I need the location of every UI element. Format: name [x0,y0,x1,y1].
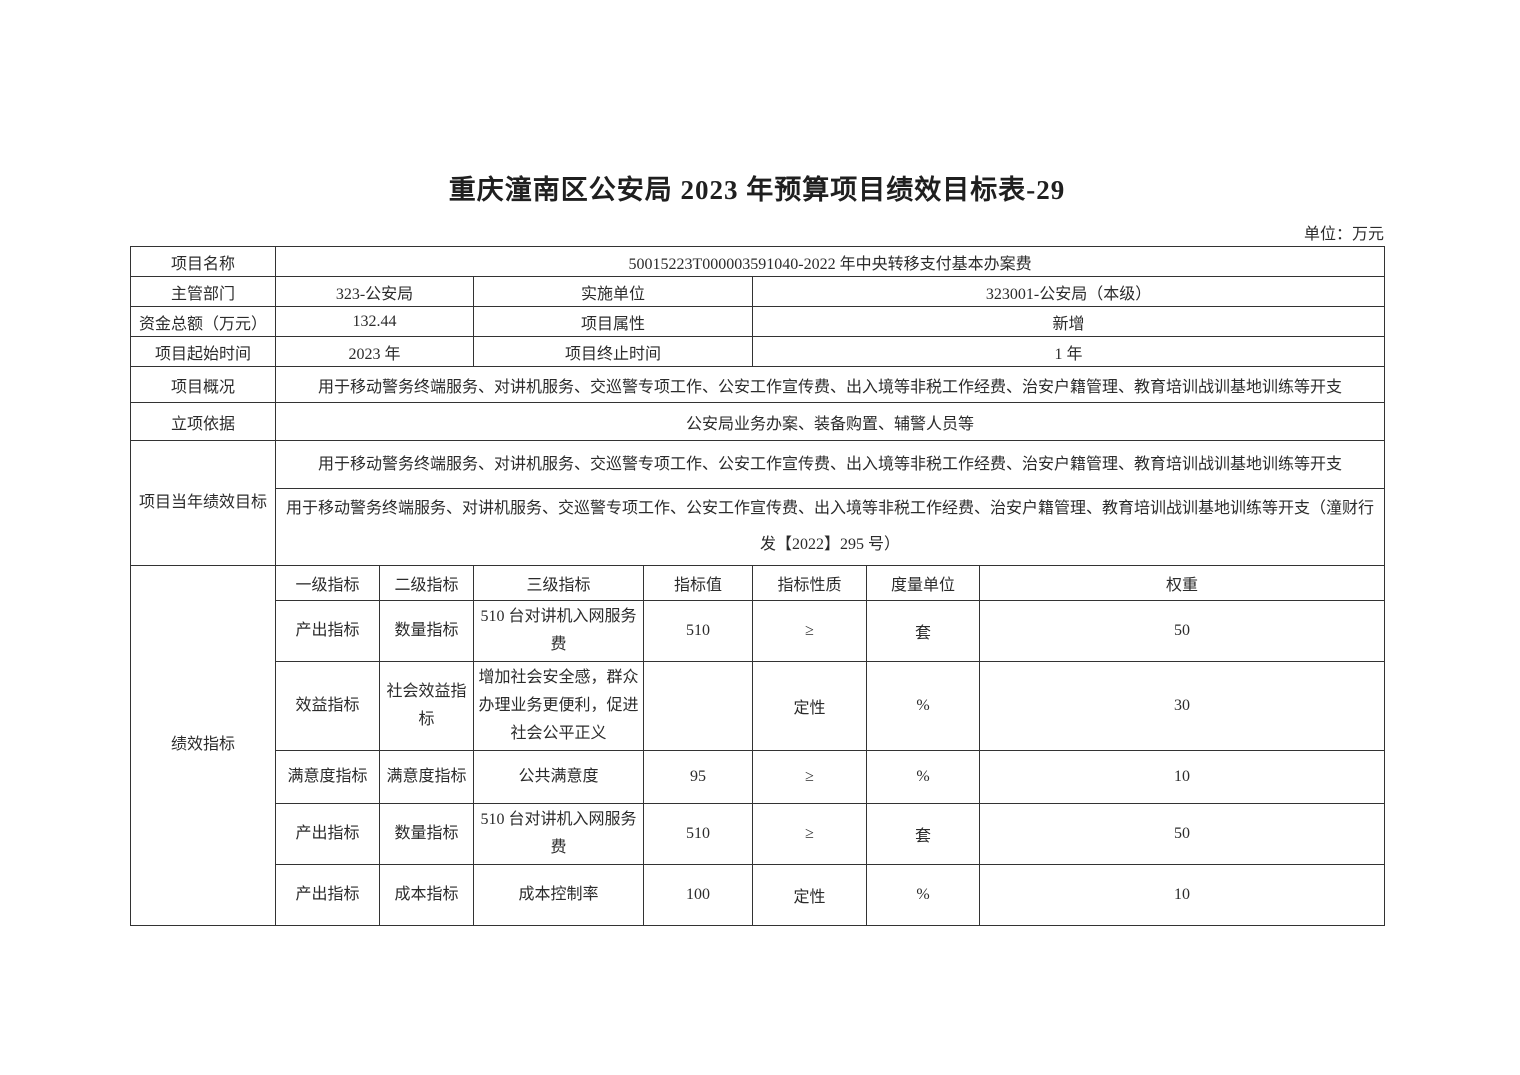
table-row: 项目当年绩效目标 用于移动警务终端服务、对讲机服务、交巡警专项工作、公安工作宣传… [130,440,1386,566]
indicator-weight: 10 [978,864,1386,926]
indicator-level1: 产出指标 [275,600,380,662]
indicators-section-label: 绩效指标 [130,565,276,926]
unit-note: 单位：万元 [1303,226,1384,243]
attribute-value: 新增 [751,306,1386,337]
indicator-unit: 套 [866,600,980,662]
dept-value: 323-公安局 [275,276,474,307]
indicator-unit: 套 [866,803,980,865]
table-row: 项目名称 50015223T000003591040-2022 年中央转移支付基… [130,246,1386,277]
overview-label: 项目概况 [130,366,276,403]
indicator-weight: 50 [978,600,1386,662]
impl-unit-label: 实施单位 [473,276,753,307]
page-title: 重庆潼南区公安局 2023 年预算项目绩效目标表-29 [448,175,1066,205]
header-level3: 三级指标 [473,565,644,601]
indicator-level1: 满意度指标 [275,750,380,804]
indicator-nature: ≥ [752,600,867,662]
indicator-weight: 10 [978,750,1386,804]
indicator-value [643,661,753,751]
end-time-label: 项目终止时间 [473,336,753,367]
annual-goal-row1: 用于移动警务终端服务、对讲机服务、交巡警专项工作、公安工作宣传费、出入境等非税工… [274,440,1386,489]
indicator-level2: 数量指标 [379,803,474,865]
indicator-weight: 30 [978,661,1386,751]
indicator-level2: 满意度指标 [379,750,474,804]
indicator-level3: 成本控制率 [473,864,644,926]
annual-goal-row2: 用于移动警务终端服务、对讲机服务、交巡警专项工作、公安工作宣传费、出入境等非税工… [274,488,1386,566]
indicator-header-row: 绩效指标 一级指标 二级指标 三级指标 指标值 指标性质 度量单位 权重 [130,565,1386,926]
indicator-level2: 社会效益指标 [379,661,474,751]
header-weight: 权重 [978,565,1386,601]
indicator-level2: 成本指标 [379,864,474,926]
indicator-level1: 产出指标 [275,803,380,865]
table-row: 立项依据 公安局业务办案、装备购置、辅警人员等 [130,402,1386,441]
amount-value: 132.44 [275,306,474,337]
basis-label: 立项依据 [130,402,276,441]
start-time-value: 2023 年 [275,336,474,367]
header-value: 指标值 [643,565,753,601]
indicator-value: 100 [643,864,753,926]
table-row: 项目起始时间 2023 年 项目终止时间 1 年 [130,336,1386,367]
table-row: 资金总额（万元） 132.44 项目属性 新增 [130,306,1386,337]
overview-value: 用于移动警务终端服务、对讲机服务、交巡警专项工作、公安工作宣传费、出入境等非税工… [274,366,1386,403]
indicator-level1: 产出指标 [275,864,380,926]
indicator-unit: % [866,864,980,926]
start-time-label: 项目起始时间 [130,336,276,367]
amount-label: 资金总额（万元） [130,306,276,337]
dept-label: 主管部门 [130,276,276,307]
budget-performance-table: 项目名称 50015223T000003591040-2022 年中央转移支付基… [130,246,1386,926]
indicator-weight: 50 [978,803,1386,865]
header-level1: 一级指标 [275,565,380,601]
annual-goal-label: 项目当年绩效目标 [130,440,276,566]
indicator-unit: % [866,661,980,751]
attribute-label: 项目属性 [473,306,753,337]
indicator-row: 满意度指标 满意度指标 公共满意度 95 ≥ % 10 [131,750,1386,804]
header-level2: 二级指标 [379,565,474,601]
header-unit: 度量单位 [866,565,980,601]
table-row: 项目概况 用于移动警务终端服务、对讲机服务、交巡警专项工作、公安工作宣传费、出入… [130,366,1386,403]
end-time-value: 1 年 [751,336,1386,367]
project-name-value: 50015223T000003591040-2022 年中央转移支付基本办案费 [274,246,1386,277]
indicator-nature: 定性 [752,661,867,751]
basis-value: 公安局业务办案、装备购置、辅警人员等 [274,402,1386,441]
indicator-row: 产出指标 数量指标 510 台对讲机入网服务费 510 ≥ 套 50 [131,600,1386,662]
indicator-level3: 增加社会安全感，群众办理业务更便利，促进社会公平正义 [473,661,644,751]
indicator-nature: ≥ [752,803,867,865]
indicator-value: 510 [643,803,753,865]
indicator-level3: 510 台对讲机入网服务费 [473,803,644,865]
header-nature: 指标性质 [752,565,867,601]
project-name-label: 项目名称 [130,246,276,277]
table-row: 主管部门 323-公安局 实施单位 323001-公安局（本级） [130,276,1386,307]
indicator-value: 95 [643,750,753,804]
indicator-nature: ≥ [752,750,867,804]
indicator-value: 510 [643,600,753,662]
indicator-nature: 定性 [752,864,867,926]
indicator-row: 产出指标 成本指标 成本控制率 100 定性 % 10 [131,864,1386,926]
indicator-level1: 效益指标 [275,661,380,751]
indicator-row: 效益指标 社会效益指标 增加社会安全感，群众办理业务更便利，促进社会公平正义 定… [131,661,1386,751]
indicator-unit: % [866,750,980,804]
indicator-level2: 数量指标 [379,600,474,662]
indicator-level3: 公共满意度 [473,750,644,804]
table-row: 用于移动警务终端服务、对讲机服务、交巡警专项工作、公安工作宣传费、出入境等非税工… [131,488,1386,566]
impl-unit-value: 323001-公安局（本级） [751,276,1386,307]
indicator-row: 产出指标 数量指标 510 台对讲机入网服务费 510 ≥ 套 50 [131,803,1386,865]
indicator-level3: 510 台对讲机入网服务费 [473,600,644,662]
